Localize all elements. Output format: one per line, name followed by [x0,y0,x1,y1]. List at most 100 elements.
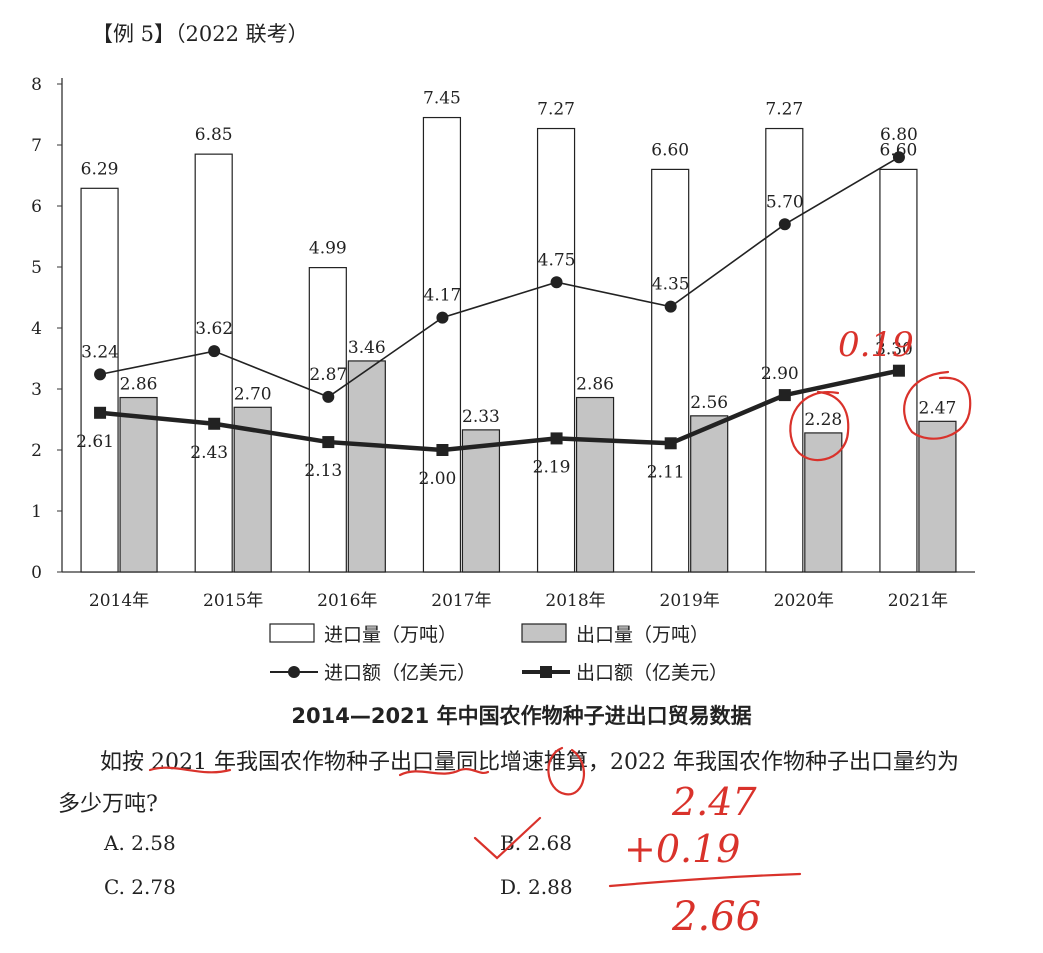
point-export-value [664,437,677,450]
label-export-value: 2.11 [647,462,685,482]
y-tick-label: 2 [31,441,42,461]
y-tick-label: 6 [31,197,42,217]
x-tick-label: 2018年 [545,591,605,611]
label-export-volume: 2.47 [919,398,957,418]
legend: 进口量（万吨） 出口量（万吨） 进口额（亿美元） 出口额（亿美元） [269,623,728,684]
point-export-value [436,444,449,456]
y-tick-label: 0 [31,563,42,583]
point-import-value [208,345,221,358]
bars [80,116,957,573]
label-import-value: 4.17 [424,286,462,306]
point-import-value [94,368,107,381]
hand-sum-line [608,872,802,888]
label-export-volume: 2.86 [576,375,614,395]
label-import-value: 6.80 [880,125,918,145]
bar-export-volume [918,420,957,573]
legend-marker [540,666,552,678]
label-export-volume: 2.56 [690,393,728,413]
question-body: 如按 2021 年我国农作物种子出口量同比增速推算，2022 年我国农作物种子出… [58,750,959,817]
label-import-volume: 7.27 [765,100,803,120]
bar-export-volume [575,396,615,573]
axes: 0 1 2 3 4 5 6 7 8 2014年 2015年 2016年 2017年 2018年 2019年 2… [31,75,975,611]
line-import-value [99,156,900,398]
bar-import-volume [422,116,462,573]
label-import-volume: 7.27 [537,100,575,120]
y-tick-label: 8 [31,75,42,95]
point-export-value [550,432,563,445]
x-tick-label: 2017年 [431,591,491,611]
label-export-value: 2.13 [304,461,342,481]
x-tick-label: 2019年 [660,591,720,611]
bar-export-volume [690,415,729,573]
point-import-value [664,300,677,313]
label-import-volume: 6.29 [81,159,119,179]
point-import-value [322,390,335,403]
line-export-value [99,368,900,453]
label-export-value: 2.61 [76,432,114,452]
hand-calc-add: +0.19 [624,827,740,871]
chart-title: 2014—2021 年中国农作物种子进出口贸易数据 [291,704,752,728]
label-export-value: 2.90 [761,364,799,384]
x-tick-label: 2015年 [203,591,263,611]
bar-export-volume [233,406,272,573]
point-export-value [94,406,107,419]
bar-import-volume [194,153,233,573]
option-c[interactable]: C. 2.78 [104,875,176,899]
point-import-value [892,151,905,164]
point-export-value [892,364,905,377]
point-export-value [208,417,221,430]
y-tick-label: 7 [31,136,42,156]
point-export-value [322,436,335,449]
y-tick-label: 1 [31,502,42,522]
label-import-value: 4.35 [652,275,690,295]
label-import-value: 2.87 [309,365,347,385]
bar-import-volume [651,168,690,573]
label-export-value: 2.43 [190,443,228,463]
label-import-value: 3.62 [195,319,233,339]
legend-label: 出口量（万吨） [576,624,709,646]
y-tick-label: 4 [31,319,42,339]
x-tick-label: 2021年 [888,591,948,611]
label-import-volume: 6.60 [880,140,918,160]
option-a[interactable]: A. 2.58 [104,831,176,855]
label-export-volume: 3.46 [348,338,386,358]
point-export-value [778,389,791,402]
legend-marker [288,666,300,678]
label-import-volume: 4.99 [309,239,347,259]
bar-export-volume [461,429,501,573]
x-tick-label: 2020年 [774,591,834,611]
point-import-value [778,218,791,231]
bar-import-volume [308,267,347,573]
lines [94,151,905,456]
label-import-value: 4.75 [538,250,576,270]
example-header: 【例 5】（2022 联考） [92,18,309,48]
question-text: 如按 2021 年我国农作物种子出口量同比增速推算，2022 年我国农作物种子出… [58,742,978,826]
combo-chart: 0 1 2 3 4 5 6 7 8 2014年 2015年 2016年 2017年 2018年 2019年 2… [31,75,975,684]
example-label: 【例 5】 [92,22,176,46]
legend-label: 进口量（万吨） [324,624,457,646]
option-d[interactable]: D. 2.88 [500,875,573,899]
x-tick-label: 2016年 [317,591,377,611]
example-source: （2022 联考） [175,22,309,46]
option-b[interactable]: B. 2.68 [500,831,572,855]
label-import-value: 5.70 [766,192,804,212]
legend-swatch [269,623,315,643]
label-import-volume: 6.60 [651,140,689,160]
x-tick-label: 2014年 [89,591,149,611]
label-export-volume: 2.33 [462,407,500,427]
point-import-value [550,276,563,289]
label-export-value: 3.30 [875,340,913,360]
bar-export-volume [347,360,386,573]
bar-export-volume [119,396,158,573]
label-import-volume: 6.85 [195,125,233,145]
label-export-volume: 2.28 [804,410,842,430]
label-import-value: 3.24 [81,342,119,362]
legend-label: 进口额（亿美元） [324,662,476,684]
label-export-volume: 2.70 [234,384,272,404]
y-tick-label: 5 [31,258,42,278]
label-export-value: 2.00 [419,469,457,489]
label-export-value: 2.19 [533,457,571,477]
point-import-value [436,311,449,324]
bar-export-volume [804,432,843,573]
legend-label: 出口额（亿美元） [576,662,728,684]
